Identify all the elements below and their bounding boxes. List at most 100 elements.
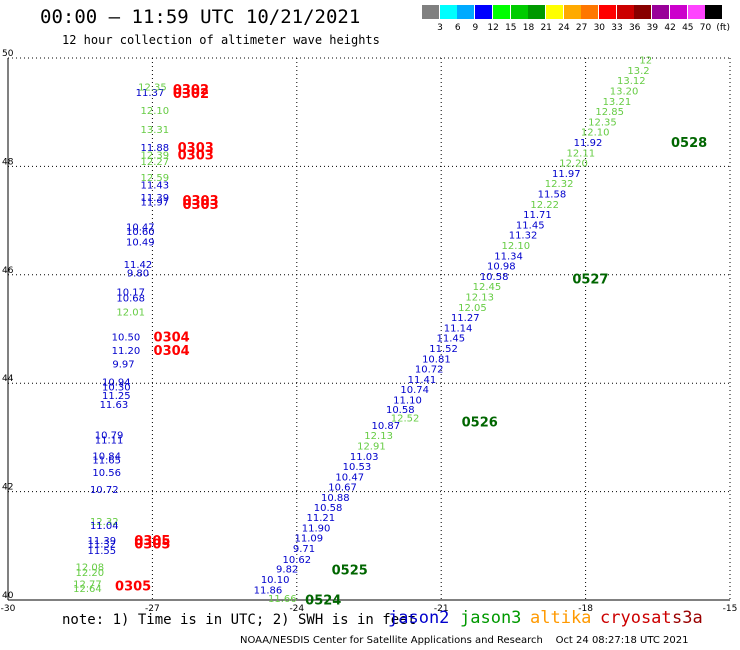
swh-value-label: 13.21 [603,97,632,108]
swh-value-label: 12.22 [530,200,559,211]
swh-value-label: 11.21 [307,513,336,524]
swh-value-label: 10.56 [92,468,121,479]
time-label: 0304 [154,331,190,346]
x-tick-label: -18 [578,604,593,614]
swh-value-label: 10.94 [102,378,131,389]
swh-value-label: 12.45 [473,282,502,293]
time-label: 0525 [332,564,368,579]
swh-value-label: 11.52 [429,344,458,355]
swh-value-label: 11.63 [100,400,129,411]
swh-value-label: 10.60 [126,227,155,238]
color-scale-label: 15 [505,23,517,33]
x-tick-label: -27 [145,604,160,614]
swh-value-label: 12.35 [138,83,167,94]
color-swatch [422,5,439,19]
swh-value-label: 12.13 [465,292,494,303]
time-label: 0527 [572,273,608,288]
color-swatch [652,5,670,19]
swh-value-label: 12 [639,56,652,67]
swh-value-label: 11.43 [140,180,169,191]
swh-value-label: 9.82 [276,565,298,576]
swh-value-label: 12.77 [73,580,102,591]
color-scale-label: 27 [575,23,588,33]
color-swatch [545,5,563,19]
swh-value-label: 11.45 [516,220,545,231]
swh-value-label: 11.41 [408,375,437,386]
swh-value-label: 10.87 [372,421,401,432]
color-scale-label: 42 [664,23,676,33]
y-tick-label: 42 [2,483,13,493]
color-swatch [475,5,493,19]
x-tick-label: -21 [434,604,449,614]
swh-value-label: 10.30 [102,382,131,393]
swh-value-label: 10.17 [116,288,145,299]
color-swatch [705,5,723,19]
time-label: 0305 [134,534,170,549]
swh-value-label: 11.58 [538,190,567,201]
swh-value-label: 11.39 [140,193,169,204]
swh-value-label: 12.85 [595,107,624,118]
swh-value-label: 12.10 [581,128,610,139]
swh-value-label: 10.50 [112,333,141,344]
color-scale-label: 70 [699,23,712,33]
x-tick-label: -24 [289,604,304,614]
color-scale-label: 45 [682,23,694,33]
swh-value-label: 11.55 [88,546,117,557]
swh-value-label: 10.79 [95,431,124,442]
swh-value-label: 12.32 [90,517,119,528]
swh-value-label: 10.47 [126,223,155,234]
swh-value-label: 11.09 [295,534,324,545]
swh-value-label: 12.13 [364,431,393,442]
time-label: 0303 [182,198,218,213]
swh-value-label: 12.10 [140,106,169,117]
swh-value-label: 9.71 [293,544,315,555]
swh-value-label: 12.11 [566,148,595,159]
swh-value-label: 11.71 [523,210,552,221]
swh-value-label: 10.62 [282,555,311,566]
x-tick-label: -15 [723,604,738,614]
color-swatch [492,5,510,19]
color-scale-label: 33 [611,23,623,33]
swh-value-label: 12.35 [588,117,617,128]
color-scale-label: 30 [593,23,606,33]
swh-value-label: 9.80 [127,269,149,280]
swh-value-label: 10.67 [328,483,357,494]
time-label: 0524 [305,593,341,608]
legend-altika: altika [530,608,592,628]
swh-value-label: 12.32 [545,179,574,190]
swh-value-label: 10.49 [126,238,155,249]
color-swatch [528,5,546,19]
swh-value-label: 13.2 [627,66,649,77]
color-swatch [563,5,581,19]
time-label: 0302 [173,87,209,102]
page-title: 00:00 – 11:59 UTC 10/21/2021 [40,6,361,28]
swh-value-label: 12.08 [76,562,105,573]
swh-value-label: 10.98 [487,262,516,273]
swh-value-label: 11.32 [509,231,538,242]
time-label: 0302 [173,83,209,98]
swh-value-label: 10.58 [480,272,509,283]
swh-value-label: 11.42 [124,260,153,271]
page-subtitle: 12 hour collection of altimeter wave hei… [62,33,380,47]
color-scale-label: 36 [628,23,641,33]
swh-value-label: 12.39 [140,150,169,161]
swh-value-label: 12.01 [116,308,145,319]
time-label: 0303 [178,141,214,156]
swh-value-label: 10.47 [335,472,364,483]
color-scale-label: 3 [437,23,443,33]
swh-value-label: 12.20 [76,568,105,579]
swh-value-label: 11.45 [437,334,466,345]
swh-value-label: 11.86 [254,586,283,597]
swh-value-label: 13.20 [610,87,639,98]
y-tick-label: 50 [2,49,14,59]
color-scale-label: 12 [487,23,499,33]
swh-value-label: 10.81 [422,354,451,365]
swh-value-label: 11.39 [88,536,117,547]
time-label: 0303 [182,194,218,209]
color-scale-label: 39 [646,23,659,33]
legend-cryosat: cryosat [600,608,672,628]
legend-jason3: jason3 [460,608,522,628]
swh-value-label: 10.84 [92,451,121,462]
swh-value-label: 12.59 [140,173,169,184]
